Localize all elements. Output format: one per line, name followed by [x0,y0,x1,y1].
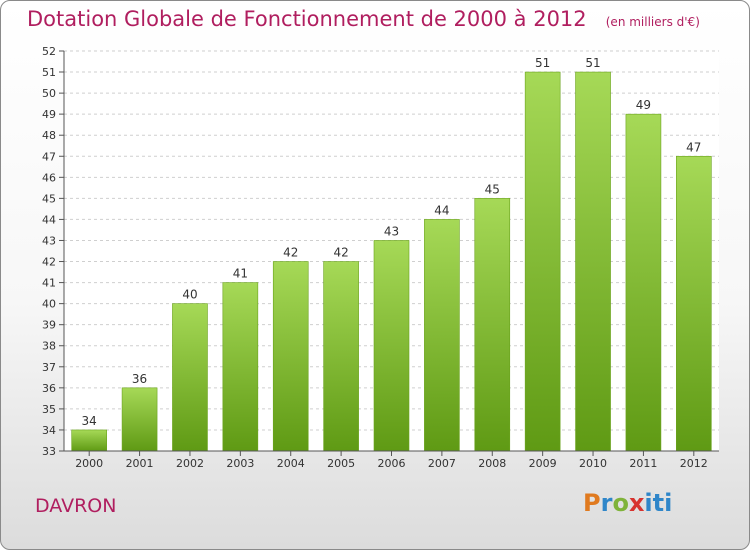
x-tick-label: 2005 [327,457,355,470]
y-tick-label: 44 [42,213,56,226]
bar-value-label: 43 [384,224,399,238]
chart-title-row: Dotation Globale de Fonctionnement de 20… [27,7,700,31]
bar-value-label: 40 [182,288,197,302]
y-tick-label: 34 [42,424,56,437]
bar-value-label: 51 [585,56,600,70]
bar [474,198,511,452]
x-tick-label: 2006 [378,457,406,470]
y-tick-label: 41 [42,277,56,290]
bar-value-label: 49 [636,98,651,112]
bar-value-label: 45 [485,182,500,196]
x-tick-label: 2007 [428,457,456,470]
y-tick-label: 49 [42,108,56,121]
y-tick-label: 38 [42,340,56,353]
label-layer: 34 36 40 41 42 42 43 44 45 51 51 49 47 [82,56,702,428]
x-tick-label: 2003 [226,457,254,470]
bar-value-label: 34 [82,414,97,428]
bar-value-label: 42 [283,246,298,260]
bar [575,71,611,452]
x-tick-label: 2008 [478,457,506,470]
x-tick-label: 2011 [629,457,657,470]
y-tick-label: 48 [42,129,56,142]
bar-value-label: 44 [434,203,449,217]
y-tick-label: 36 [42,382,56,395]
bar [222,282,259,452]
chart-title: Dotation Globale de Fonctionnement de 20… [27,7,587,31]
y-tick-label: 51 [42,66,56,79]
y-tick-label: 40 [42,298,56,311]
bar-value-label: 36 [132,372,147,386]
bar [424,219,460,452]
bar-layer [71,71,712,452]
y-tick-label: 37 [42,361,56,374]
axis-layer: 33 34 35 36 37 38 39 40 41 42 43 44 45 46 47 48 49 50 51 52… [42,45,719,470]
y-tick-label: 47 [42,150,56,163]
x-tick-label: 2009 [529,457,557,470]
y-tick-label: 39 [42,319,56,332]
x-tick-label: 2000 [75,457,103,470]
city-name: DAVRON [35,495,117,517]
proxiti-logo[interactable]: Proxiti [583,489,673,517]
x-tick-label: 2002 [176,457,204,470]
bar [625,113,662,452]
bar [71,429,107,452]
bar [272,261,309,452]
bar [676,155,712,452]
y-tick-label: 52 [42,45,56,58]
bar [172,303,208,452]
bar [323,261,359,452]
y-tick-label: 42 [42,256,56,269]
bar-value-label: 51 [535,56,550,70]
x-tick-label: 2001 [126,457,154,470]
x-tick-label: 2004 [277,457,305,470]
bar [121,387,158,452]
bar [524,71,561,452]
x-tick-label: 2012 [680,457,708,470]
bar-value-label: 41 [233,267,248,281]
y-tick-label: 45 [42,192,56,205]
bar-value-label: 47 [686,140,701,154]
y-tick-label: 35 [42,403,56,416]
chart-subtitle: (en milliers d'€) [605,15,700,29]
y-tick-label: 46 [42,171,56,184]
x-tick-label: 2010 [579,457,607,470]
bar [373,240,410,452]
y-tick-label: 33 [42,445,56,458]
y-tick-label: 50 [42,87,56,100]
y-tick-label: 43 [42,234,56,247]
bar-value-label: 42 [333,246,348,260]
